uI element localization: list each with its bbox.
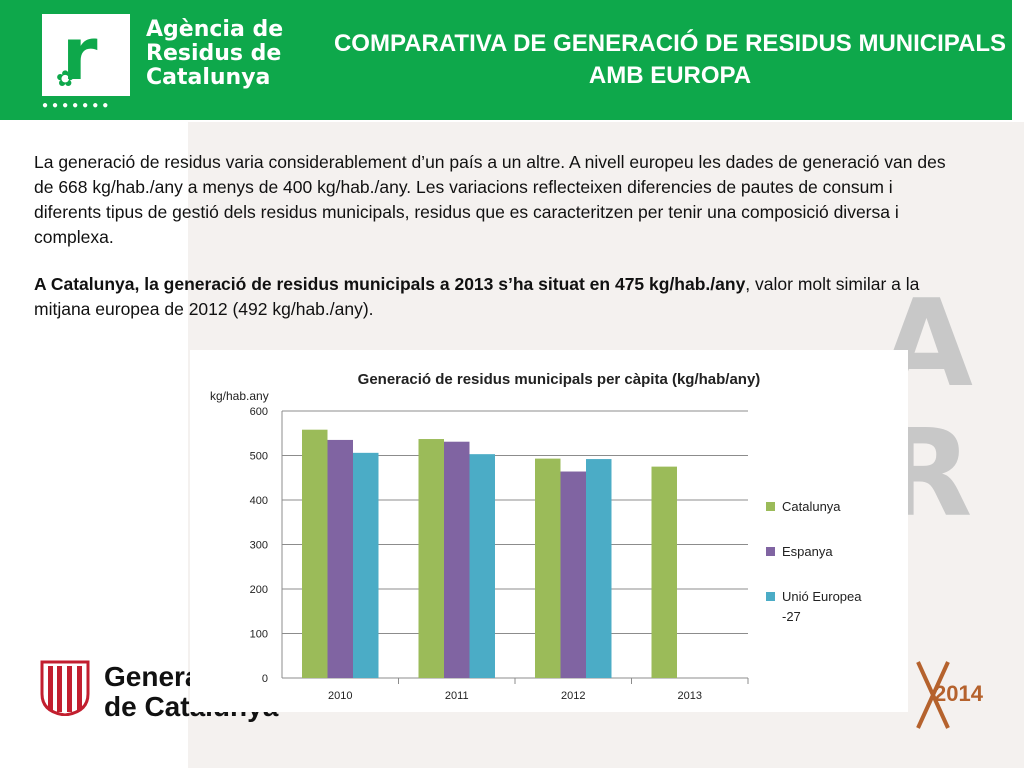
bar-espanya-2011 <box>444 441 470 678</box>
chart-title: Generació de residus municipals per càpi… <box>358 371 761 388</box>
x-tick-label: 2013 <box>678 690 702 702</box>
generalitat-logo <box>40 660 90 717</box>
bar-catalunya-2012 <box>535 458 561 678</box>
legend-label: Espanya <box>782 544 833 559</box>
intro-paragraph-2-rest: , valor molt similar a la mitjana europe… <box>34 274 920 319</box>
x-tick-label: 2012 <box>561 690 585 702</box>
legend-swatch <box>766 502 775 511</box>
intro-text: La generació de residus varia considerab… <box>34 150 964 344</box>
intro-paragraph-1: La generació de residus varia considerab… <box>34 152 946 247</box>
y-axis-label: kg/hab.any <box>210 389 269 403</box>
bar-uni-europea-27-2011 <box>469 454 495 678</box>
header-divider <box>1012 0 1024 120</box>
dots-decoration: ●●●●●●● <box>42 100 113 111</box>
slide-title: COMPARATIVA DE GENERACIÓ DE RESIDUS MUNI… <box>333 30 1007 89</box>
y-tick-label: 200 <box>250 584 268 596</box>
x-tick-label: 2011 <box>445 690 469 702</box>
logo-letter: r <box>62 12 98 96</box>
header-bar: r ✿ ●●●●●●● Agència de Residus de Catalu… <box>0 0 1012 120</box>
org-name-line1: Agència de <box>146 17 284 42</box>
x-tick-label: 2010 <box>328 690 352 702</box>
y-tick-label: 100 <box>250 629 268 641</box>
bar-uni-europea-27-2010 <box>353 452 379 678</box>
y-tick-label: 500 <box>250 451 268 463</box>
legend-swatch <box>766 547 775 556</box>
org-name-line2: Residus de <box>146 41 282 66</box>
flower-icon: ✿ <box>56 66 75 91</box>
bar-espanya-2012 <box>560 471 586 678</box>
intro-highlight: A Catalunya, la generació de residus mun… <box>34 274 746 294</box>
anniversary-year: 2014 <box>934 681 983 706</box>
bar-catalunya-2013 <box>651 466 677 678</box>
y-tick-label: 300 <box>250 540 268 552</box>
anniversary-logo <box>908 660 1008 730</box>
legend-swatch <box>766 592 775 601</box>
chart-container: Generació de residus municipals per càpi… <box>190 350 908 712</box>
bar-uni-europea-27-2012 <box>586 459 612 678</box>
organization-name: Agència de Residus de Catalunya <box>146 18 316 90</box>
bar-catalunya-2010 <box>302 429 328 678</box>
y-tick-label: 0 <box>262 673 268 685</box>
y-tick-label: 600 <box>250 406 268 418</box>
y-tick-label: 400 <box>250 495 268 507</box>
org-name-line3: Catalunya <box>146 65 271 90</box>
legend-label: Unió Europea -27 <box>782 589 862 624</box>
agency-logo: r ✿ <box>42 14 130 96</box>
bar-espanya-2010 <box>327 439 353 678</box>
legend-label: Catalunya <box>782 499 841 514</box>
intro-paragraph-2: A Catalunya, la generació de residus mun… <box>34 272 964 322</box>
bar-catalunya-2011 <box>418 439 444 678</box>
bar-chart: Generació de residus municipals per càpi… <box>210 371 862 702</box>
